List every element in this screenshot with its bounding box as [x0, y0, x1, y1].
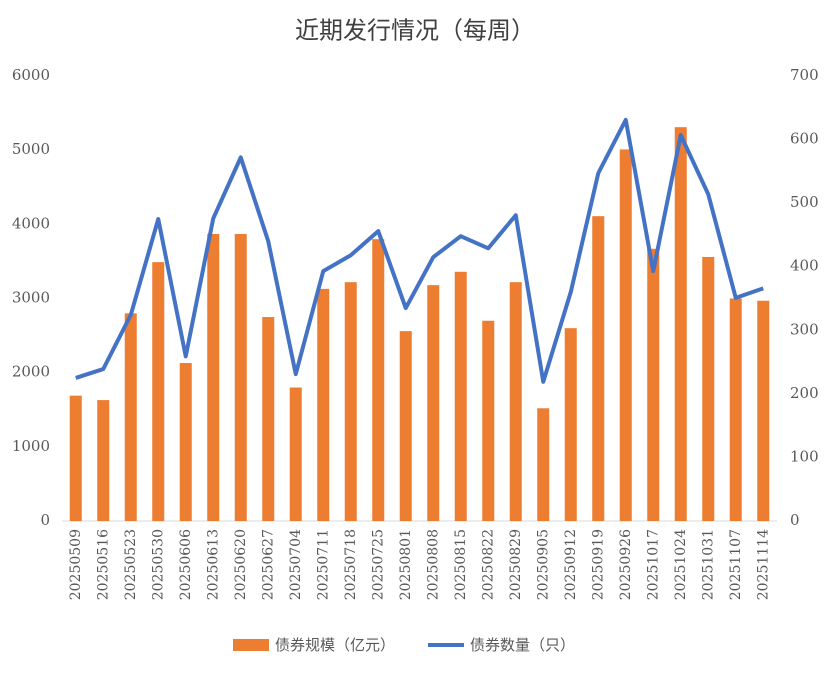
line: [75, 117, 764, 384]
x-tick-label: 20250516: [95, 529, 111, 600]
bar: [537, 408, 550, 521]
bar: [757, 300, 770, 521]
x-tick-label: 20250815: [453, 529, 469, 600]
y2-tick-label: 0: [790, 511, 800, 529]
bar: [592, 216, 605, 522]
bar: [124, 313, 137, 521]
x-tick-label: 20250523: [123, 529, 139, 600]
x-tick-label: 20250725: [370, 529, 386, 600]
bar: [372, 239, 385, 521]
y2-tick-label: 100: [790, 447, 819, 465]
y-tick-label: 6000: [12, 66, 50, 84]
bar: [564, 328, 577, 521]
bar: [207, 233, 220, 521]
y-tick-label: 0: [40, 511, 50, 529]
x-tick-label: 20251107: [728, 529, 744, 600]
bar: [702, 256, 715, 521]
chart-title: 近期发行情况（每周）: [295, 17, 535, 45]
y2-tick-label: 700: [790, 66, 819, 84]
bar: [152, 262, 165, 521]
y-tick-label: 3000: [12, 289, 50, 307]
bar: [427, 285, 440, 521]
x-tick-label: 20251114: [755, 529, 771, 600]
bar: [729, 298, 742, 521]
y-tick-label: 5000: [12, 140, 50, 158]
x-tick-label: 20250711: [315, 529, 331, 600]
y2-tick-label: 500: [790, 193, 819, 211]
bar: [317, 288, 330, 521]
y2-tick-label: 300: [790, 320, 819, 338]
bar: [97, 400, 110, 521]
x-tick-label: 20250905: [535, 529, 551, 600]
x-tick-label: 20250620: [233, 529, 249, 600]
x-tick-label: 20251017: [645, 529, 661, 600]
x-tick-label: 20250627: [260, 529, 276, 600]
bar: [179, 363, 192, 521]
bar: [619, 149, 632, 522]
y2-tick-label: 400: [790, 257, 819, 275]
bar: [482, 320, 495, 521]
y-tick-label: 1000: [12, 437, 50, 455]
x-tick-label: 20250509: [68, 529, 84, 600]
bar: [262, 317, 275, 521]
y-tick-label: 4000: [12, 214, 50, 232]
bar: [509, 282, 522, 521]
x-tick-label: 20250801: [398, 529, 414, 600]
x-tick-label: 20250822: [480, 529, 496, 600]
bar: [289, 387, 302, 521]
x-tick-label: 20250808: [425, 529, 441, 600]
x-tick-label: 20250912: [563, 529, 579, 600]
x-tick-label: 20250606: [178, 529, 194, 600]
x-tick-label: 20251031: [700, 529, 716, 600]
y2-tick-label: 200: [790, 384, 819, 402]
x-tick-label: 20250704: [288, 529, 304, 600]
bar: [647, 248, 660, 521]
x-tick-label: 20250613: [205, 529, 221, 600]
bar: [674, 127, 687, 522]
legend-label: 债券规模（亿元）: [275, 636, 395, 654]
x-tick-label: 20250926: [618, 529, 634, 600]
legend-label: 债券数量（只）: [470, 636, 575, 654]
bar: [344, 282, 357, 521]
bar: [69, 395, 82, 521]
x-tick-label: 20251024: [673, 529, 689, 600]
x-tick-label: 20250829: [508, 529, 524, 600]
legend-swatch: [233, 639, 269, 651]
y2-tick-label: 600: [790, 130, 819, 148]
bar: [234, 233, 247, 521]
bar: [399, 331, 412, 521]
x-tick-label: 20250919: [590, 529, 606, 600]
x-tick-label: 20250718: [343, 529, 359, 600]
bar: [454, 271, 467, 521]
x-tick-label: 20250530: [150, 529, 166, 600]
y-tick-label: 2000: [12, 363, 50, 381]
